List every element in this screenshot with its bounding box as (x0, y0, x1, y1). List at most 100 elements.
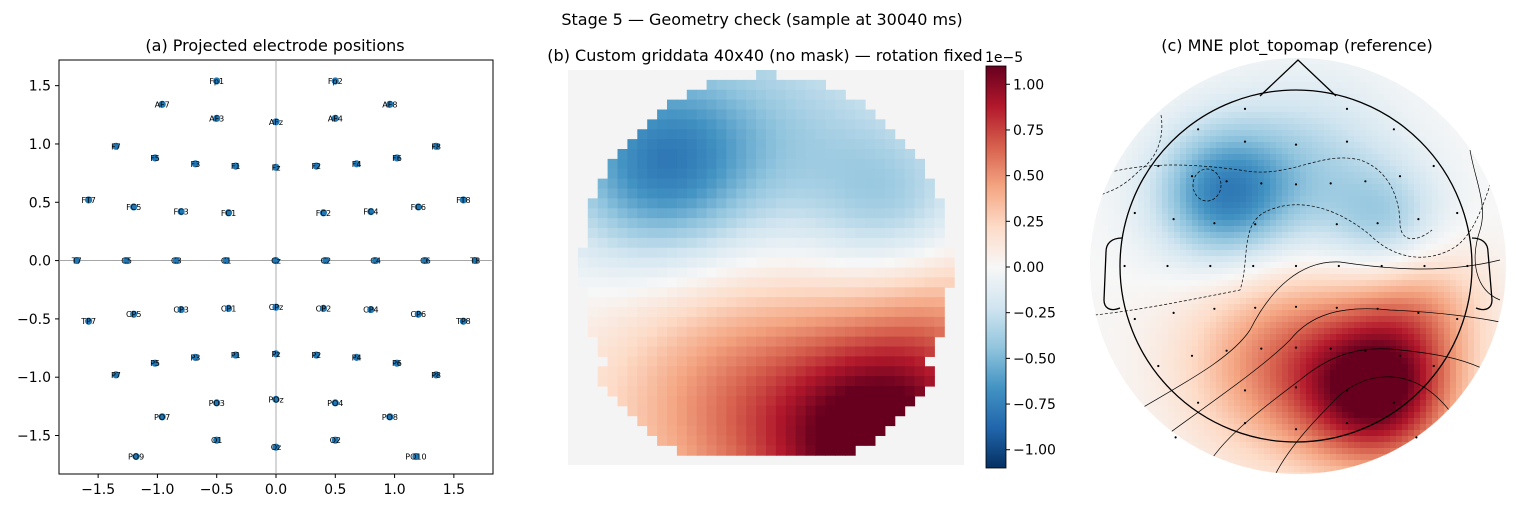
topomap-cell (1270, 418, 1277, 425)
heatmap-cell (627, 386, 638, 397)
topomap-cell (1312, 322, 1319, 329)
heatmap-cell (657, 277, 668, 288)
heatmap-cell (835, 208, 846, 219)
heatmap-cell (805, 366, 817, 377)
y-tick-label: 0.0 (29, 254, 51, 270)
heatmap-cell (904, 158, 916, 170)
topomap-cell (1336, 64, 1343, 71)
topomap-cell (1132, 412, 1139, 419)
electrode-label: F8 (431, 142, 441, 151)
topomap-cell (1234, 220, 1241, 227)
topomap-cell (1246, 190, 1253, 197)
topomap-cell (1096, 58, 1103, 65)
topomap-cell (1204, 64, 1211, 71)
topomap-cell (1198, 214, 1205, 221)
topomap-cell (1330, 334, 1337, 341)
topomap-cell (1282, 436, 1289, 443)
topomap-cell (1222, 238, 1229, 245)
topomap-cell (1138, 118, 1145, 125)
heatmap-cell (736, 109, 747, 120)
topomap-cell (1126, 154, 1133, 161)
topomap-cell (1318, 388, 1325, 395)
topomap-cell (1252, 172, 1259, 179)
topomap-cell (1144, 322, 1151, 329)
topomap-cell (1252, 358, 1259, 365)
topomap-cell (1114, 280, 1121, 287)
topomap-cell (1120, 58, 1127, 65)
topomap-cell (1102, 178, 1109, 185)
topomap-cell (1102, 172, 1109, 179)
topomap-cell (1306, 388, 1313, 395)
electrode-label: Fp1 (209, 77, 224, 86)
topomap-cell (1390, 382, 1397, 389)
topomap-cell (1252, 130, 1259, 137)
topomap-cell (1384, 160, 1391, 167)
heatmap-cell (706, 405, 718, 417)
topomap-cell (1342, 358, 1349, 365)
topomap-cell (1228, 208, 1235, 215)
topomap-cell (1222, 448, 1229, 455)
topomap-cell (1204, 316, 1211, 323)
heatmap-cell (726, 139, 737, 150)
topomap-cell (1366, 436, 1373, 443)
topomap-cell (1324, 196, 1331, 203)
topomap-cell (1336, 298, 1343, 305)
topomap-cell (1114, 118, 1121, 125)
topomap-cell (1276, 322, 1283, 329)
heatmap-cell (637, 129, 648, 140)
heatmap-cell (667, 218, 678, 229)
heatmap-cell (855, 336, 866, 348)
topomap-cell (1276, 190, 1283, 197)
topomap-cell (1366, 214, 1373, 221)
topomap-cell (1360, 148, 1367, 155)
topomap-cell (1228, 460, 1235, 467)
topomap-cell (1348, 160, 1355, 167)
topomap-cell (1372, 364, 1379, 371)
heatmap-cell (746, 237, 757, 249)
topomap-cell (1144, 298, 1151, 305)
heatmap-cell (706, 277, 718, 288)
topomap-cell (1294, 346, 1301, 353)
heatmap-cell (785, 129, 797, 140)
topomap-cell (1330, 412, 1337, 419)
topomap-cell (1096, 448, 1103, 455)
topomap-cell (1174, 340, 1181, 347)
topomap-cell (1288, 202, 1295, 209)
topomap-cell (1372, 262, 1379, 269)
topomap-cell (1348, 88, 1355, 95)
topomap-cell (1168, 304, 1175, 311)
topomap-cell (1150, 460, 1157, 467)
topomap-cell (1114, 460, 1121, 467)
topomap-cell (1294, 262, 1301, 269)
heatmap-cell (884, 366, 896, 377)
topomap-cell (1360, 208, 1367, 215)
topomap-cell (1108, 262, 1115, 269)
x-tick-label: 1.0 (383, 482, 405, 498)
topomap-cell (1222, 460, 1229, 467)
topomap-cell (1282, 214, 1289, 221)
topomap-cell (1108, 256, 1115, 263)
topomap-cell (1282, 70, 1289, 77)
topomap-cell (1282, 106, 1289, 113)
topomap-cell (1258, 316, 1265, 323)
topomap-cell (1300, 460, 1307, 467)
topomap-cell (1264, 358, 1271, 365)
topomap-cell (1300, 112, 1307, 119)
heatmap-cell (746, 208, 757, 219)
topomap-cell (1342, 274, 1349, 281)
topomap-cell (1234, 76, 1241, 83)
heatmap-cell (874, 415, 886, 427)
topomap-cell (1174, 148, 1181, 155)
topomap-cell (1120, 352, 1127, 359)
topomap-cell (1144, 454, 1151, 461)
topomap-cell (1390, 322, 1397, 329)
heatmap-cell (647, 119, 658, 130)
topomap-cell (1240, 352, 1247, 359)
topomap-cell (1252, 250, 1259, 257)
topomap-cell (1300, 322, 1307, 329)
topomap-cell (1162, 256, 1169, 263)
heatmap-cell (825, 168, 836, 180)
heatmap-cell (676, 99, 688, 111)
topomap-cell (1282, 316, 1289, 323)
heatmap-cell (874, 307, 886, 318)
